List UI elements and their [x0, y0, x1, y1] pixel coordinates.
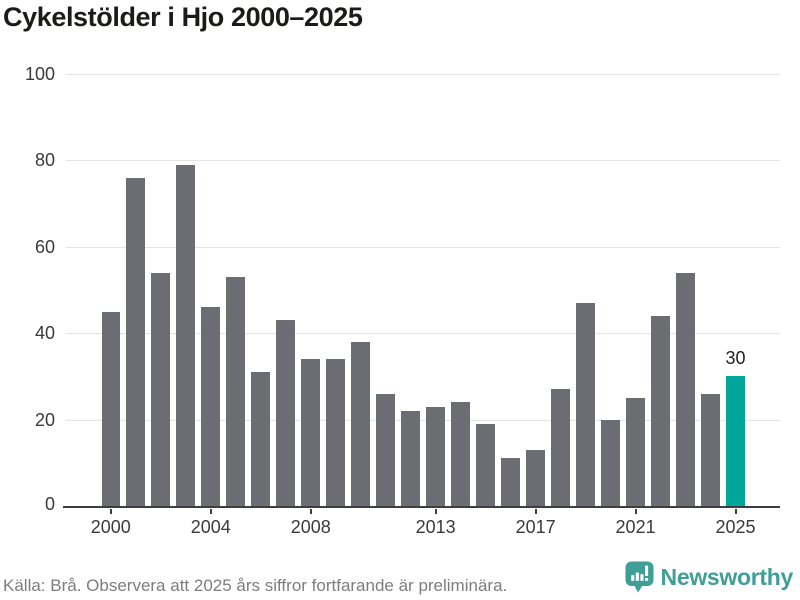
y-tick-label-40: 40 [34, 323, 55, 344]
bar-2007 [276, 320, 296, 506]
y-tick-label-0: 0 [44, 494, 55, 514]
y-tick-label-60: 60 [34, 236, 55, 257]
bar-2011 [376, 393, 395, 506]
x-tick-label-2021: 2021 [615, 517, 656, 537]
x-tick-label-2025: 2025 [715, 517, 756, 537]
bar-2009 [326, 359, 345, 506]
bar-2023 [676, 272, 695, 506]
bar-2019 [576, 302, 595, 506]
source-note: Källa: Brå. Observera att 2025 års siffr… [3, 576, 508, 595]
bar-2021 [626, 398, 645, 506]
chart-title: Cykelstölder i Hjo 2000–2025 [3, 2, 363, 32]
plot-area [66, 74, 780, 506]
bar-2010 [351, 341, 370, 506]
highlight-value-label: 30 [725, 348, 746, 369]
x-tick-2025 [734, 508, 737, 514]
y-tick-label-100: 100 [24, 64, 55, 84]
gridline-40 [66, 333, 780, 335]
bar-2024 [701, 393, 720, 506]
x-axis-line [63, 506, 780, 509]
x-tick-label-2017: 2017 [515, 517, 556, 537]
bar-2013 [426, 406, 445, 506]
x-tick-label-2004: 2004 [190, 517, 231, 537]
newsworthy-wordmark: Newsworthy [660, 563, 794, 590]
bar-2005 [226, 277, 246, 506]
y-tick-label-20: 20 [34, 409, 55, 430]
x-tick-label-2008: 2008 [290, 517, 331, 537]
x-tick-label-2000: 2000 [90, 517, 131, 537]
x-tick-2013 [434, 508, 437, 514]
newsworthy-logo: Newsworthy [625, 561, 793, 593]
x-tick-2017 [534, 508, 537, 514]
bar-2000 [101, 311, 121, 506]
x-tick-label-2013: 2013 [415, 517, 456, 537]
x-tick-2004 [209, 508, 212, 514]
bar-2004 [201, 307, 221, 506]
bar-2006 [251, 372, 271, 506]
bar-2008 [301, 359, 320, 506]
y-tick-label-80: 80 [34, 150, 55, 171]
bar-2018 [551, 389, 570, 506]
x-tick-2021 [634, 508, 637, 514]
bar-2025 [726, 376, 745, 506]
x-tick-2000 [109, 508, 112, 514]
gridline-20 [66, 419, 780, 421]
newsworthy-icon [625, 561, 654, 593]
bar-2017 [526, 449, 545, 506]
gridline-80 [66, 160, 780, 162]
bar-2022 [651, 315, 670, 506]
bar-2003 [176, 164, 196, 506]
bar-2015 [476, 423, 495, 506]
x-tick-2008 [309, 508, 312, 514]
gridline-60 [66, 246, 780, 248]
bar-2001 [126, 177, 146, 506]
bar-2002 [151, 272, 171, 506]
gridline-100 [66, 74, 780, 75]
bar-2016 [501, 458, 520, 506]
bar-2012 [401, 410, 420, 506]
bar-2014 [451, 402, 470, 506]
bar-2020 [601, 419, 620, 506]
